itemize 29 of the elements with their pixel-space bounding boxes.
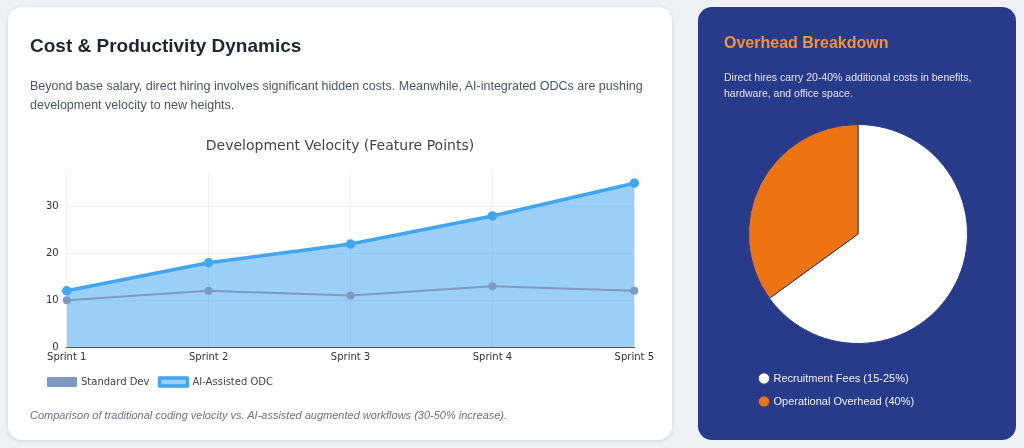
y-tick-label: 10 xyxy=(45,293,59,305)
chart-title: Overhead Breakdown xyxy=(724,34,889,52)
point xyxy=(630,286,639,295)
chart-subtitle: Direct hires carry 20-40% additional costs in benefits, hardware, and office space. xyxy=(724,70,973,101)
point xyxy=(203,258,214,268)
x-tick-label: Sprint 3 xyxy=(330,350,371,362)
legend-label: Standard Dev xyxy=(81,375,150,387)
text: Development Velocity (Feature Points) xyxy=(204,137,476,153)
point xyxy=(487,211,498,221)
point xyxy=(488,282,497,291)
x-tick-label: Sprint 2 xyxy=(188,350,229,362)
chart-subtitle: Beyond base salary, direct hiring involves significant hidden costs. Meanwhile, AI-integrated ODCs are pushing development velocity to new heights. xyxy=(30,78,644,114)
text: Comparison of traditional coding velocity vs. AI-assisted augmented workflows (30-50% increase). xyxy=(30,409,508,421)
point xyxy=(345,239,356,249)
legend-label: Recruitment Fees (15-25%) xyxy=(773,371,909,384)
point xyxy=(346,291,355,300)
y-tick-label: 0 xyxy=(52,340,59,352)
legend-label: AI-Assisted ODC xyxy=(192,375,274,387)
point xyxy=(629,178,640,188)
x-tick-label: Sprint 1 xyxy=(47,350,87,362)
point xyxy=(204,286,213,295)
y-tick-label: 20 xyxy=(45,246,59,258)
chart-title: Cost & Productivity Dynamics xyxy=(30,35,302,57)
x-tick-label: Sprint 5 xyxy=(614,350,654,362)
y-tick-label: 30 xyxy=(45,200,59,212)
legend-label: Operational Overhead (40%) xyxy=(773,394,915,407)
point xyxy=(61,286,72,296)
point xyxy=(62,296,71,305)
x-tick-label: Sprint 4 xyxy=(472,350,513,362)
